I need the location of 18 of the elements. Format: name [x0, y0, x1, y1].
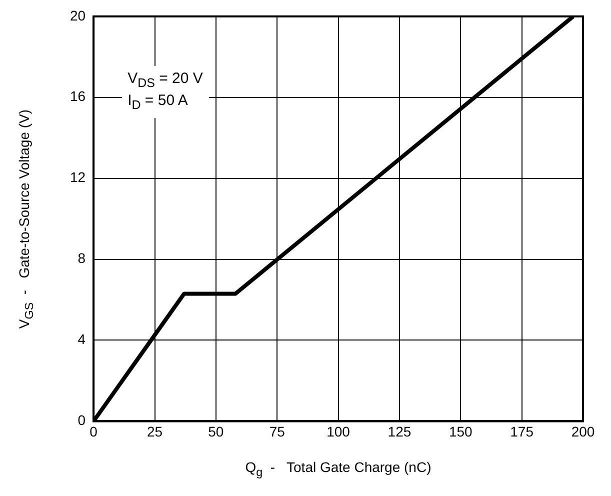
x-axis-title: Q$_{g}$ - Total Gate Charge (nC): [244, 459, 432, 479]
y-tick-label: 0: [78, 412, 86, 428]
y-tick-label: 12: [70, 169, 86, 186]
x-tick-label: 100: [326, 423, 350, 440]
y-tick-label: 4: [78, 331, 86, 348]
x-tick-label: 125: [388, 423, 412, 440]
annotation: V$_{DS}$ = 20 V: [128, 70, 203, 92]
y-tick-label: 8: [78, 250, 86, 266]
x-tick-label: 25: [146, 423, 163, 440]
x-tick-label: 50: [208, 423, 224, 440]
y-tick-label: 20: [70, 7, 86, 24]
x-tick-label: 75: [269, 423, 286, 440]
x-tick-label: 200: [571, 423, 595, 440]
x-tick-label: 175: [510, 423, 534, 440]
x-tick-label: 0: [90, 423, 98, 440]
annotation: I$_{D}$ = 50 A: [128, 92, 189, 114]
x-tick-label: 150: [448, 423, 473, 440]
y-tick-label: 16: [70, 88, 86, 104]
